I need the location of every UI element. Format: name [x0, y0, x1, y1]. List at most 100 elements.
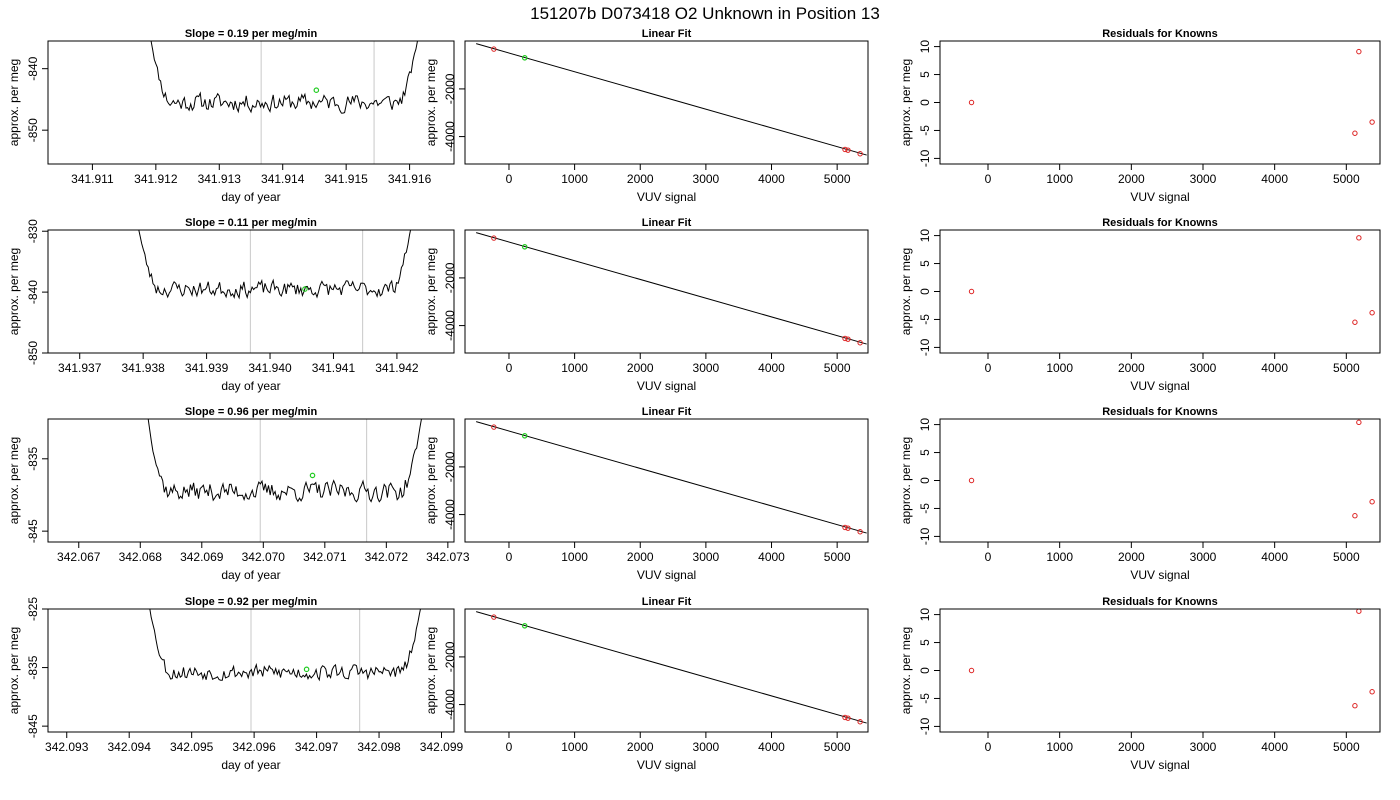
panel-title: Slope = 0.19 per meg/min	[185, 28, 318, 40]
y-tick-label: -2000	[443, 262, 457, 293]
y-tick-label: 10	[918, 418, 932, 432]
panel-title: Residuals for Knowns	[1102, 596, 1218, 608]
y-tick-label: 0	[918, 477, 932, 484]
x-tick-label: 2000	[1118, 172, 1145, 186]
known-point	[857, 151, 863, 157]
y-tick-label: -840	[26, 56, 40, 80]
y-tick-label: -2000	[443, 641, 457, 672]
unknown-point	[521, 244, 528, 250]
y-tick-label: 5	[918, 71, 932, 78]
residual-point	[1369, 499, 1375, 505]
x-tick-label: 3000	[693, 740, 720, 754]
x-tick-label: 1000	[1046, 550, 1073, 564]
x-axis-label: VUV signal	[637, 190, 696, 204]
plot-area	[968, 419, 1375, 519]
x-tick-label: 342.095	[170, 740, 214, 754]
x-tick-label: 342.069	[180, 550, 224, 564]
x-tick-label: 3000	[693, 172, 720, 186]
x-tick-label: 4000	[1261, 361, 1288, 375]
series-line	[150, 41, 418, 114]
y-axis-label: approx. per meg	[424, 437, 438, 524]
x-axis-label: VUV signal	[1130, 379, 1189, 393]
y-tick-label: 10	[918, 229, 932, 243]
x-tick-label: 2000	[627, 740, 654, 754]
x-tick-label: 341.913	[198, 172, 242, 186]
x-tick-label: 342.097	[295, 740, 339, 754]
x-axis-label: day of year	[221, 758, 280, 772]
x-tick-label: 2000	[1118, 740, 1145, 754]
series-line	[147, 419, 422, 503]
known-point	[491, 46, 497, 52]
x-axis-label: day of year	[221, 568, 280, 582]
x-tick-label: 342.067	[57, 550, 101, 564]
y-axis-label: approx. per meg	[424, 627, 438, 714]
y-axis-label: approx. per meg	[7, 437, 21, 524]
y-axis-label: approx. per meg	[424, 59, 438, 146]
known-point	[857, 340, 863, 346]
series-line	[138, 230, 412, 300]
y-tick-label: 0	[918, 99, 932, 106]
known-point	[842, 714, 848, 721]
residual-point	[968, 99, 975, 106]
y-axis-label: approx. per meg	[899, 437, 913, 524]
y-tick-label: -830	[26, 219, 40, 243]
y-tick-label: -840	[26, 280, 40, 304]
plot-frame	[939, 608, 1381, 733]
y-tick-label: 5	[918, 639, 932, 646]
x-tick-label: 5000	[824, 361, 851, 375]
plot-area	[138, 230, 412, 353]
x-tick-label: 0	[506, 361, 513, 375]
panel-title: Slope = 0.92 per meg/min	[185, 596, 318, 608]
y-tick-label: -5	[918, 125, 932, 136]
y-tick-label: -850	[26, 118, 40, 142]
x-tick-label: 342.094	[108, 740, 152, 754]
panel-grid: Slope = 0.19 per meg/min day of year appro…	[7, 28, 1381, 772]
residual-point	[1356, 609, 1362, 614]
x-tick-label: 0	[985, 740, 992, 754]
x-axis-label: VUV signal	[1130, 568, 1189, 582]
x-tick-label: 4000	[758, 550, 785, 564]
plot-area	[150, 41, 418, 164]
known-point	[491, 235, 497, 241]
x-tick-label: 3000	[1190, 172, 1217, 186]
x-tick-label: 2000	[1118, 550, 1145, 564]
unknown-marker	[302, 286, 308, 292]
unknown-marker	[313, 87, 320, 94]
x-axis-label: VUV signal	[1130, 758, 1189, 772]
y-tick-label: -4000	[443, 499, 457, 530]
fit-line	[476, 421, 867, 534]
x-tick-label: 0	[985, 550, 992, 564]
plot-area	[147, 419, 422, 542]
plot-frame	[464, 418, 869, 543]
y-tick-label: -825	[26, 597, 40, 621]
x-tick-label: 4000	[758, 740, 785, 754]
y-tick-label: -10	[918, 527, 932, 545]
figure-title: 151207b D073418 O2 Unknown in Position 1…	[530, 4, 880, 23]
x-tick-label: 342.070	[242, 550, 286, 564]
x-axis-label: VUV signal	[637, 568, 696, 582]
x-tick-label: 342.093	[45, 740, 89, 754]
panel-title: Linear Fit	[642, 406, 692, 418]
y-tick-label: 5	[918, 449, 932, 456]
residual-point	[1352, 130, 1358, 136]
x-tick-label: 341.939	[185, 361, 229, 375]
x-tick-label: 3000	[1190, 361, 1217, 375]
panel-r2-c2: Residuals for Knowns VUV signal approx. pe…	[899, 406, 1381, 582]
x-tick-label: 5000	[824, 550, 851, 564]
known-point	[842, 146, 848, 153]
unknown-marker	[309, 472, 316, 479]
plot-area	[476, 43, 867, 157]
plot-frame	[47, 40, 455, 165]
x-tick-label: 342.099	[420, 740, 464, 754]
panel-r1-c0: Slope = 0.11 per meg/min day of year appro…	[7, 217, 455, 393]
x-tick-label: 341.911	[71, 172, 114, 186]
x-tick-label: 341.942	[375, 361, 419, 375]
residual-point	[968, 477, 975, 484]
x-axis-label: VUV signal	[637, 379, 696, 393]
residual-point	[1369, 689, 1375, 695]
x-tick-label: 342.071	[303, 550, 347, 564]
panel-title: Slope = 0.96 per meg/min	[185, 406, 318, 418]
y-tick-label: -835	[26, 655, 40, 679]
y-tick-label: -4000	[443, 310, 457, 341]
x-tick-label: 341.916	[388, 172, 432, 186]
